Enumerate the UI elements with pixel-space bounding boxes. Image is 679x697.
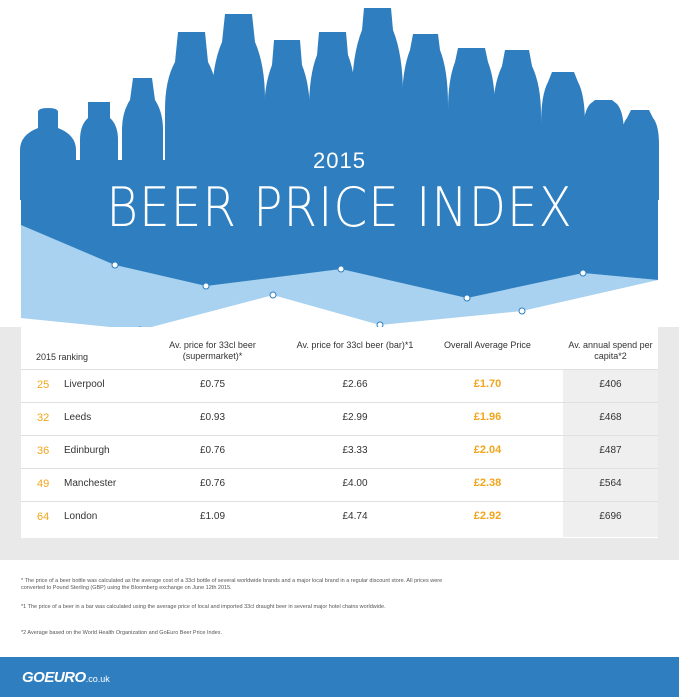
upper-wave [21, 225, 658, 330]
trend-point [518, 307, 526, 315]
logo-text: GOEURO [22, 669, 86, 686]
hero-year: 2015 [313, 148, 366, 173]
city-name: London [64, 511, 98, 522]
column-header-ranking: 2015 ranking [36, 352, 89, 362]
rank-value: 64 [37, 511, 50, 523]
rank-value: 36 [37, 445, 50, 457]
column-header-bar: Av. price for 33cl beer (bar)*1 [296, 340, 414, 350]
page-title: BEER PRICE INDEX [106, 176, 573, 239]
footer-bar: GOEURO.co.uk [0, 657, 679, 697]
footnote-supermarket: * The price of a beer bottle was calcula… [21, 578, 443, 591]
bar-price: £4.00 [342, 478, 368, 489]
goeuro-logo[interactable]: GOEURO.co.uk [22, 669, 110, 686]
column-header-spend: Av. annual spend per capita*2 [568, 340, 653, 361]
trend-point [111, 261, 119, 269]
rank-value: 25 [37, 379, 50, 391]
table-row: 36 Edinburgh £0.76 £3.33 £2.04 £487 [21, 435, 658, 468]
annual-spend: £564 [599, 478, 622, 489]
bottle-skyline [20, 8, 659, 340]
city-name: Manchester [64, 478, 117, 489]
trend-point [202, 282, 210, 290]
logo-domain: .co.uk [85, 674, 110, 684]
supermarket-price: £0.76 [199, 478, 226, 489]
supermarket-price: £0.76 [199, 445, 226, 456]
bar-price: £2.66 [342, 379, 368, 390]
city-name: Liverpool [64, 379, 105, 390]
bar-price: £3.33 [342, 445, 368, 456]
city-name: Edinburgh [64, 445, 110, 456]
average-price: £1.70 [473, 378, 502, 390]
rank-value: 49 [37, 478, 50, 490]
bar-price: £2.99 [342, 412, 368, 423]
rank-value: 32 [37, 412, 50, 424]
table-row: 32 Leeds £0.93 £2.99 £1.96 £468 [21, 402, 658, 435]
footnote-bar: *1 The price of a beer in a bar was calc… [21, 604, 386, 610]
annual-spend: £406 [599, 379, 622, 390]
hero-illustration [20, 8, 659, 340]
table-row: 64 London £1.09 £4.74 £2.92 £696 [21, 501, 658, 534]
trend-point [337, 265, 345, 273]
average-price: £2.04 [473, 444, 502, 456]
white-base [21, 280, 658, 340]
average-price: £2.38 [473, 477, 502, 489]
supermarket-price: £0.75 [199, 379, 226, 390]
column-header-supermarket: Av. price for 33cl beer (supermarket)* [169, 340, 256, 361]
spend-column-highlight [563, 369, 658, 537]
trend-point [579, 269, 587, 277]
annual-spend: £487 [599, 445, 622, 456]
supermarket-price: £0.93 [199, 412, 226, 423]
price-table [21, 327, 658, 538]
trend-point [463, 294, 471, 302]
annual-spend: £696 [599, 511, 622, 522]
trend-point [269, 291, 277, 299]
average-price: £2.92 [473, 510, 502, 522]
table-row: 49 Manchester £0.76 £4.00 £2.38 £564 [21, 468, 658, 501]
annual-spend: £468 [599, 412, 622, 423]
bar-price: £4.74 [342, 511, 368, 522]
supermarket-price: £1.09 [199, 511, 226, 522]
trend-markers [111, 261, 587, 334]
average-price: £1.96 [473, 411, 502, 423]
city-name: Leeds [64, 412, 92, 423]
table-row: 25 Liverpool £0.75 £2.66 £1.70 £406 [21, 369, 658, 402]
footnote-spend: *2 Average based on the World Health Org… [21, 630, 222, 636]
column-header-average: Overall Average Price [444, 340, 531, 350]
